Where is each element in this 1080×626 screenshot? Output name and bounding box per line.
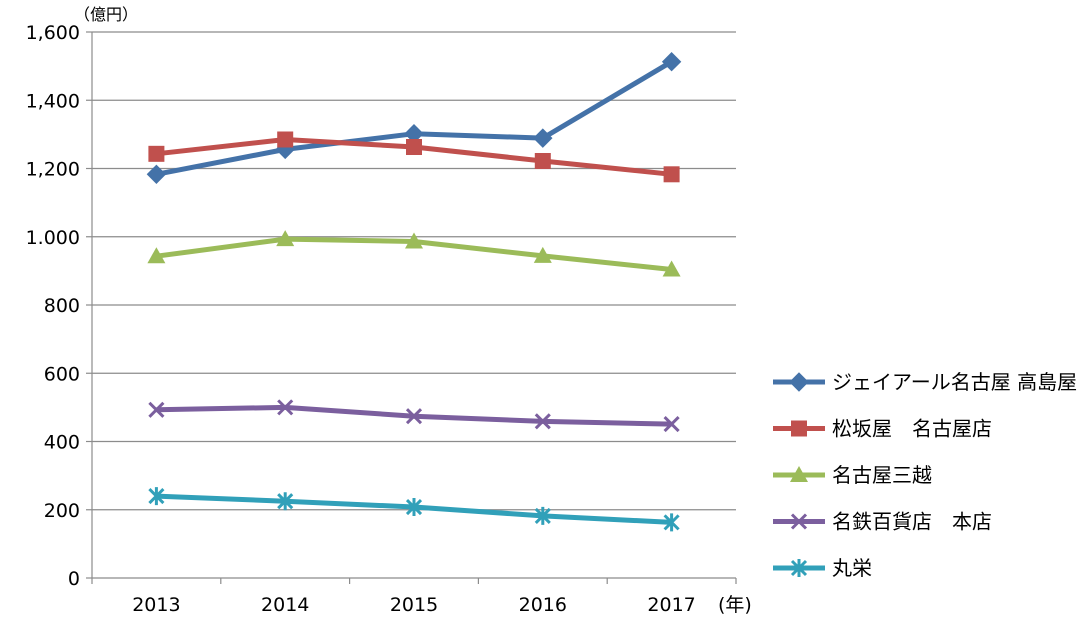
data-point xyxy=(147,247,166,264)
data-point xyxy=(534,413,551,430)
legend-entry: 丸栄 xyxy=(773,556,872,580)
data-point xyxy=(146,164,167,185)
legend-entry: 名鉄百貨店 本店 xyxy=(773,510,992,534)
y-tick-label: 1.000 xyxy=(26,227,80,249)
y-axis-tick-labels: 0 200 400 600 800 1.000 1,200 1,400 1,600 xyxy=(26,22,80,590)
data-point xyxy=(277,399,294,416)
series-1 xyxy=(146,51,682,185)
series-line xyxy=(155,59,673,177)
data-point xyxy=(663,513,680,532)
data-point xyxy=(148,145,165,162)
data-point xyxy=(277,492,294,511)
data-point xyxy=(277,131,294,148)
data-point xyxy=(533,128,553,148)
series-2 xyxy=(148,131,680,183)
axes xyxy=(86,31,737,584)
legend-marker xyxy=(790,513,808,530)
legend-label: 松坂屋 名古屋店 xyxy=(832,417,992,441)
legend-marker xyxy=(790,559,808,577)
y-tick-label: 800 xyxy=(44,295,80,317)
legend-marker xyxy=(790,466,808,482)
data-point xyxy=(406,139,422,156)
legend-label: ジェイアール名古屋 高島屋 xyxy=(832,370,1077,394)
data-series xyxy=(146,51,682,532)
data-point xyxy=(533,246,552,263)
legend-entry: ジェイアール名古屋 高島屋 xyxy=(773,370,1077,394)
gridlines xyxy=(92,31,736,511)
data-point xyxy=(276,230,295,247)
y-tick-label: 0 xyxy=(68,568,80,590)
data-point xyxy=(663,166,680,183)
legend-label: 丸栄 xyxy=(832,556,872,580)
y-tick-label: 1,400 xyxy=(26,90,80,112)
y-tick-label: 1,600 xyxy=(26,22,80,44)
x-axis-unit-label: (年) xyxy=(718,594,752,616)
x-tick-label: 2014 xyxy=(261,594,309,616)
data-point xyxy=(534,506,551,525)
x-tick-label: 2017 xyxy=(647,594,695,616)
data-point xyxy=(405,408,423,425)
data-point xyxy=(148,487,165,506)
x-axis-tick-labels: 2013 2014 2015 2016 2017 xyxy=(132,594,696,616)
series-5 xyxy=(148,487,680,532)
x-tick-label: 2013 xyxy=(132,594,180,616)
data-point xyxy=(148,401,165,418)
legend-marker xyxy=(789,372,809,392)
data-point xyxy=(405,498,423,517)
y-tick-label: 200 xyxy=(44,500,80,522)
y-axis-unit-label: （億円） xyxy=(74,5,138,24)
legend-entry: 松坂屋 名古屋店 xyxy=(773,417,992,441)
legend-marker xyxy=(791,420,807,437)
legend-label: 名鉄百貨店 本店 xyxy=(832,510,992,534)
data-point xyxy=(661,51,682,72)
x-tick-label: 2015 xyxy=(390,594,438,616)
y-tick-label: 600 xyxy=(44,363,80,385)
legend-entry: 名古屋三越 xyxy=(773,463,932,487)
data-point xyxy=(405,232,423,249)
data-point xyxy=(662,260,681,277)
series-4 xyxy=(148,399,680,433)
data-point xyxy=(663,416,680,433)
data-point xyxy=(534,152,551,169)
series-3 xyxy=(147,230,681,277)
y-tick-label: 1,200 xyxy=(26,159,80,181)
x-tick-label: 2016 xyxy=(519,594,567,616)
y-tick-label: 400 xyxy=(44,432,80,454)
legend-label: 名古屋三越 xyxy=(832,463,932,487)
